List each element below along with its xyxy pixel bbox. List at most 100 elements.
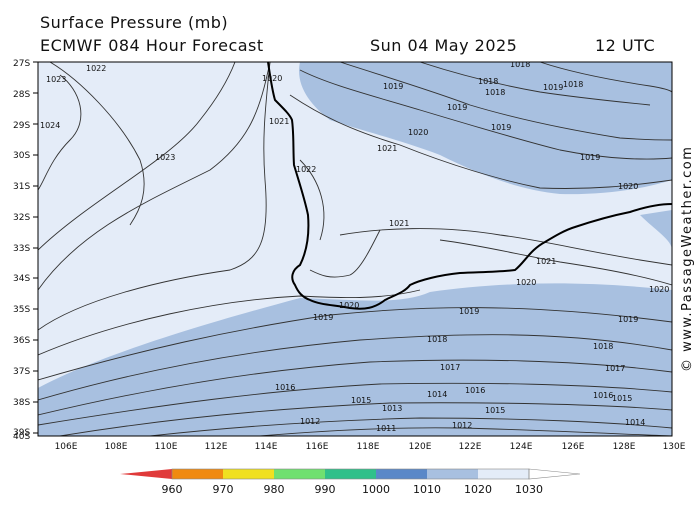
lat-ticks <box>33 61 38 434</box>
lat-label: 28S <box>13 90 30 100</box>
lon-label: 130E <box>663 442 686 452</box>
isobar-label: 1017 <box>605 364 625 373</box>
legend-label: 980 <box>264 483 285 496</box>
isobar-label: 1021 <box>536 257 556 266</box>
isobar-label: 1020 <box>649 285 669 294</box>
forecast-model: ECMWF 084 Hour Forecast <box>40 36 264 55</box>
lon-label: 118E <box>357 442 380 452</box>
legend-label: 1020 <box>464 483 492 496</box>
isobar-label: 1011 <box>376 424 396 433</box>
isobar-label: 1019 <box>459 307 479 316</box>
lat-label: 29S <box>13 121 30 131</box>
legend-label: 1010 <box>413 483 441 496</box>
legend-swatch-1030 <box>478 469 529 479</box>
lon-label: 108E <box>105 442 128 452</box>
lat-label: 39S <box>13 428 30 438</box>
isobar-label: 1019 <box>313 313 333 322</box>
latitude-axis: 27S 28S 29S 30S 31S 32S 33S 34S 35S 36S … <box>13 59 30 442</box>
isobar-label: 1012 <box>452 421 472 430</box>
lon-label: 106E <box>55 442 78 452</box>
lon-label: 124E <box>510 442 533 452</box>
isobar-label: 1013 <box>382 404 402 413</box>
legend-swatch-980 <box>223 469 274 479</box>
isobar-label-group: 1022 1023 1020 1019 1018 1018 1018 1018 … <box>40 60 669 433</box>
lon-label: 128E <box>613 442 636 452</box>
longitude-axis: 106E 108E 110E 112E 114E 116E 118E 120E … <box>55 442 686 452</box>
legend-label: 990 <box>315 483 336 496</box>
lon-label: 120E <box>409 442 432 452</box>
isobar-label: 1020 <box>408 128 428 137</box>
legend-swatch-1010 <box>376 469 427 479</box>
legend-swatch-max <box>528 468 581 480</box>
isobar-label: 1019 <box>543 83 563 92</box>
isobar-label: 1012 <box>300 417 320 426</box>
isobar-label: 1020 <box>262 74 282 83</box>
lon-label: 126E <box>562 442 585 452</box>
lat-label: 31S <box>13 182 30 192</box>
lat-label: 37S <box>13 367 30 377</box>
legend-swatch-990 <box>274 469 325 479</box>
isobar-label: 1022 <box>296 165 316 174</box>
low-pressure-region-east <box>640 210 672 250</box>
lat-label: 30S <box>13 151 30 161</box>
legend-label: 960 <box>162 483 183 496</box>
isobar-label: 1018 <box>485 88 505 97</box>
lon-label: 114E <box>255 442 278 452</box>
isobar-label: 1018 <box>478 77 498 86</box>
isobar-label: 1018 <box>427 335 447 344</box>
isobar-label: 1021 <box>377 144 397 153</box>
isobar-label: 1021 <box>389 219 409 228</box>
lon-label: 122E <box>459 442 482 452</box>
isobar-label: 1019 <box>383 82 403 91</box>
legend-label: 970 <box>213 483 234 496</box>
forecast-date: Sun 04 May 2025 <box>370 36 518 55</box>
lat-label: 33S <box>13 244 30 254</box>
legend-swatch-1020 <box>427 469 478 479</box>
isobar-label: 1015 <box>485 406 505 415</box>
lat-label: 32S <box>13 213 30 223</box>
isobar-label: 1014 <box>427 390 447 399</box>
low-pressure-region-northeast <box>299 62 672 195</box>
lon-label: 112E <box>205 442 228 452</box>
legend-label: 1030 <box>515 483 543 496</box>
isobar-label: 1018 <box>510 60 530 69</box>
isobar-label: 1023 <box>46 75 66 84</box>
lat-label: 34S <box>13 274 30 284</box>
isobar-label: 1018 <box>593 342 613 351</box>
isobar-label: 1017 <box>440 363 460 372</box>
chart-title: Surface Pressure (mb) <box>40 13 229 32</box>
isobar-label: 1016 <box>275 383 295 392</box>
lat-label: 40S <box>13 432 30 442</box>
isobar-label: 1019 <box>447 103 467 112</box>
lat-label: 35S <box>13 305 30 315</box>
isobar-label: 1020 <box>339 301 359 310</box>
legend-label: 1000 <box>362 483 390 496</box>
isobar-label: 1018 <box>563 80 583 89</box>
isobar-label: 1020 <box>618 182 638 191</box>
isobar-label: 1022 <box>86 64 106 73</box>
legend-swatch-970 <box>172 469 223 479</box>
isobar-label: 1023 <box>155 153 175 162</box>
coastline <box>267 62 672 310</box>
isobar-label: 1015 <box>351 396 371 405</box>
isobar-label: 1015 <box>612 394 632 403</box>
lat-label: 36S <box>13 336 30 346</box>
forecast-time: 12 UTC <box>595 36 656 55</box>
lon-label: 116E <box>306 442 329 452</box>
legend-swatch-1000 <box>325 469 376 479</box>
isobar-label: 1014 <box>625 418 645 427</box>
lat-label: 38S <box>13 398 30 408</box>
legend-swatch-960 <box>120 469 172 479</box>
isobar-label: 1019 <box>491 123 511 132</box>
pressure-legend: 960 970 980 990 1000 1010 1020 1030 <box>120 468 581 496</box>
isobar-label: 1019 <box>618 315 638 324</box>
lat-label: 27S <box>13 59 30 69</box>
map-area: 1022 1023 1020 1019 1018 1018 1018 1018 … <box>38 60 672 436</box>
isobar-label: 1020 <box>516 278 536 287</box>
isobar-label: 1024 <box>40 121 60 130</box>
isobar-label: 1021 <box>269 117 289 126</box>
copyright-watermark: © www.PassageWeather.com <box>680 145 695 372</box>
map-frame <box>37 61 673 437</box>
isobar-label: 1016 <box>465 386 485 395</box>
